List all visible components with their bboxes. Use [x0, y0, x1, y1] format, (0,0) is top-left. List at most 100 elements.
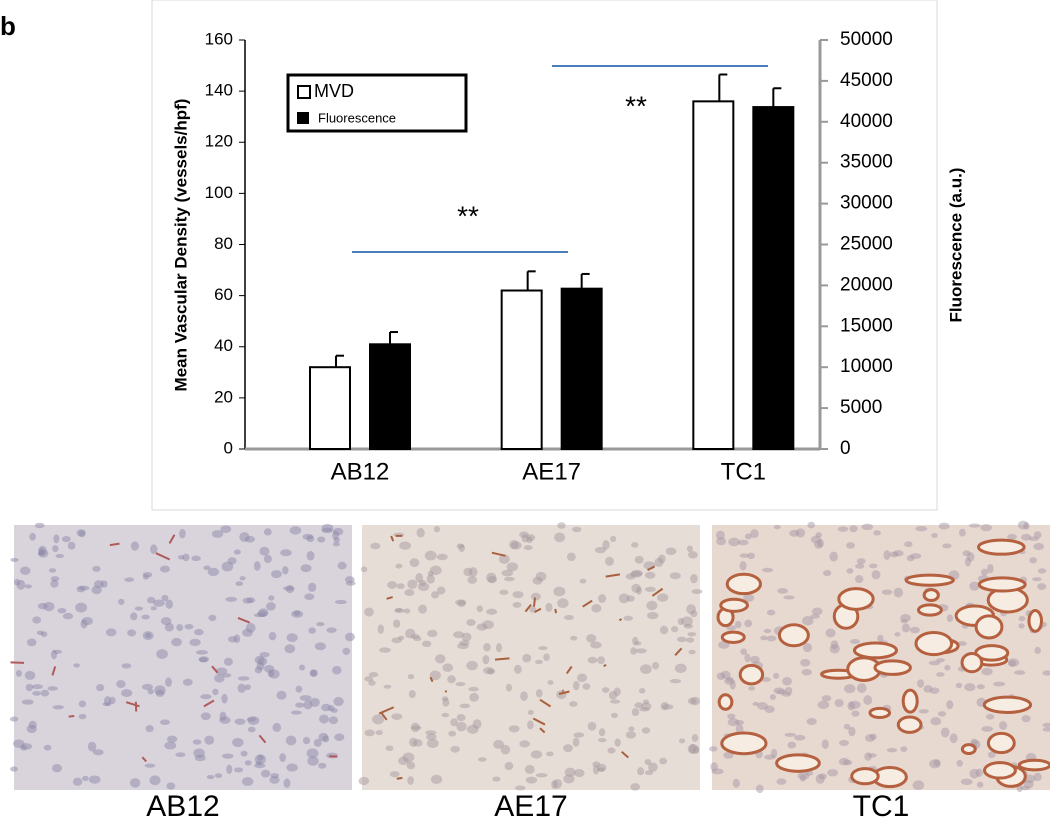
cell — [61, 535, 71, 543]
cell — [295, 685, 303, 693]
cell — [591, 604, 602, 613]
cell — [993, 681, 1006, 687]
cell — [358, 776, 370, 786]
legend-box — [286, 73, 468, 133]
cell — [52, 705, 64, 710]
vessel — [618, 618, 623, 622]
y2-tick-label: 20000 — [840, 274, 893, 295]
panel-label: b — [0, 11, 16, 41]
y2-tick-label: 50000 — [840, 29, 893, 50]
cell — [360, 566, 368, 573]
cell — [105, 628, 117, 637]
cell — [467, 575, 478, 584]
y2-tick-label: 0 — [840, 438, 851, 459]
cell — [166, 782, 176, 790]
vessel — [914, 630, 954, 657]
cell — [237, 683, 246, 693]
cell — [142, 631, 154, 641]
vessel — [901, 688, 919, 714]
cell — [442, 698, 450, 707]
cell — [725, 676, 734, 682]
cell — [328, 716, 339, 725]
cell — [849, 638, 860, 645]
cell — [748, 686, 756, 691]
cell — [141, 614, 150, 620]
cell — [62, 612, 74, 620]
cell — [587, 656, 598, 664]
cell — [883, 550, 891, 560]
cell — [976, 684, 985, 690]
cell — [946, 614, 954, 623]
cell — [869, 733, 877, 740]
cell — [164, 741, 177, 750]
cell — [999, 721, 1008, 730]
cell — [863, 695, 873, 706]
vessel — [141, 756, 147, 763]
cell — [495, 643, 503, 653]
cell — [709, 746, 718, 752]
y-tick-label: 100 — [205, 183, 233, 202]
y2-tick-label: 35000 — [840, 152, 893, 173]
cell — [182, 553, 190, 562]
cell — [652, 661, 659, 670]
cell — [156, 649, 168, 659]
cell — [669, 572, 681, 580]
cell — [364, 607, 374, 617]
cell — [482, 620, 494, 630]
cell — [492, 776, 501, 782]
cell — [116, 680, 126, 688]
cell — [1007, 533, 1017, 540]
cell — [594, 546, 607, 554]
cell — [87, 741, 97, 752]
cell — [377, 624, 384, 634]
cell — [34, 522, 45, 529]
cell — [368, 672, 379, 678]
cell — [124, 577, 135, 582]
cell — [246, 717, 257, 722]
vessel — [777, 623, 810, 648]
cell — [598, 594, 607, 603]
cell — [1042, 670, 1050, 676]
cell — [535, 659, 543, 665]
cell — [610, 535, 617, 542]
cell — [631, 708, 640, 717]
cell — [912, 780, 925, 791]
vessel — [565, 665, 573, 675]
cell — [498, 554, 510, 564]
y-tick-label: 80 — [214, 234, 233, 253]
vessel — [203, 699, 215, 708]
cell — [166, 735, 178, 743]
cell — [466, 618, 476, 627]
cell — [463, 567, 473, 577]
cell — [987, 563, 994, 574]
cell — [212, 688, 219, 696]
cell — [500, 744, 511, 755]
cell — [716, 537, 727, 546]
cell — [203, 565, 211, 571]
cell — [244, 684, 251, 691]
cell — [821, 695, 832, 702]
cell — [634, 555, 644, 564]
cell — [821, 739, 829, 749]
cell — [476, 605, 483, 613]
cell — [937, 711, 947, 717]
cell — [92, 749, 104, 756]
cell — [383, 684, 392, 689]
cell — [214, 673, 225, 683]
cell — [802, 615, 814, 626]
cell — [846, 568, 854, 574]
cell — [159, 565, 170, 573]
cell — [237, 676, 250, 681]
cell — [877, 634, 884, 643]
cell — [1033, 772, 1042, 782]
cell — [641, 727, 651, 734]
cell — [334, 733, 345, 741]
vessel — [68, 715, 75, 718]
cell — [587, 721, 597, 731]
cell — [469, 692, 479, 702]
cell — [530, 592, 541, 601]
cell — [563, 744, 573, 753]
cell — [810, 614, 820, 619]
cell — [732, 778, 740, 788]
cell — [521, 534, 529, 543]
